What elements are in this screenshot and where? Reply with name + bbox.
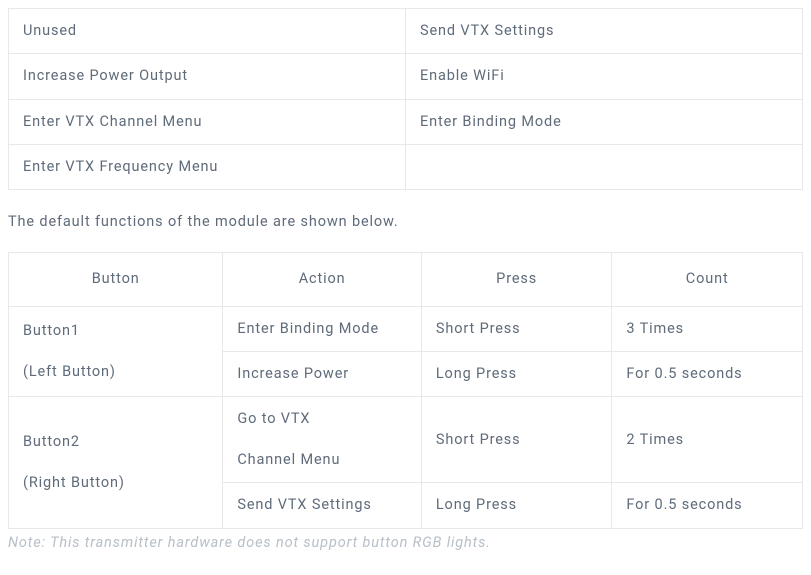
count-cell: For 0.5 seconds xyxy=(612,352,803,397)
press-cell: Short Press xyxy=(421,306,612,351)
cell: Enter VTX Channel Menu xyxy=(9,99,406,144)
cell xyxy=(406,144,803,189)
table-header-row: Button Action Press Count xyxy=(9,253,803,306)
button-name-cell: Button1 (Left Button) xyxy=(9,306,223,397)
count-cell: 3 Times xyxy=(612,306,803,351)
button-name-line1: Button1 xyxy=(23,322,80,339)
cell: Increase Power Output xyxy=(9,54,406,99)
footnote: Note: This transmitter hardware does not… xyxy=(8,533,803,553)
cell: Enable WiFi xyxy=(406,54,803,99)
press-cell: Long Press xyxy=(421,483,612,528)
count-cell: 2 Times xyxy=(612,397,803,483)
description-text: The default functions of the module are … xyxy=(8,212,803,232)
action-cell: Send VTX Settings xyxy=(223,483,422,528)
cell: Enter VTX Frequency Menu xyxy=(9,144,406,189)
action-line2: Channel Menu xyxy=(237,451,340,468)
table-row: Unused Send VTX Settings xyxy=(9,9,803,54)
table-row: Button1 (Left Button) Enter Binding Mode… xyxy=(9,306,803,351)
table-row: Button2 (Right Button) Go to VTX Channel… xyxy=(9,397,803,483)
button-name-line1: Button2 xyxy=(23,433,80,450)
button-name-line2: (Right Button) xyxy=(23,474,125,491)
header-action: Action xyxy=(223,253,422,306)
header-press: Press xyxy=(421,253,612,306)
cell: Unused xyxy=(9,9,406,54)
press-cell: Short Press xyxy=(421,397,612,483)
table-row: Enter VTX Frequency Menu xyxy=(9,144,803,189)
count-cell: For 0.5 seconds xyxy=(612,483,803,528)
cell: Send VTX Settings xyxy=(406,9,803,54)
button-name-cell: Button2 (Right Button) xyxy=(9,397,223,528)
table-row: Enter VTX Channel Menu Enter Binding Mod… xyxy=(9,99,803,144)
action-cell: Enter Binding Mode xyxy=(223,306,422,351)
functions-table: Unused Send VTX Settings Increase Power … xyxy=(8,8,803,190)
action-cell: Increase Power xyxy=(223,352,422,397)
header-count: Count xyxy=(612,253,803,306)
button-actions-table: Button Action Press Count Button1 (Left … xyxy=(8,252,803,528)
cell: Enter Binding Mode xyxy=(406,99,803,144)
press-cell: Long Press xyxy=(421,352,612,397)
button-name-line2: (Left Button) xyxy=(23,363,116,380)
action-cell: Go to VTX Channel Menu xyxy=(223,397,422,483)
action-line1: Go to VTX xyxy=(237,410,310,427)
header-button: Button xyxy=(9,253,223,306)
table-row: Increase Power Output Enable WiFi xyxy=(9,54,803,99)
